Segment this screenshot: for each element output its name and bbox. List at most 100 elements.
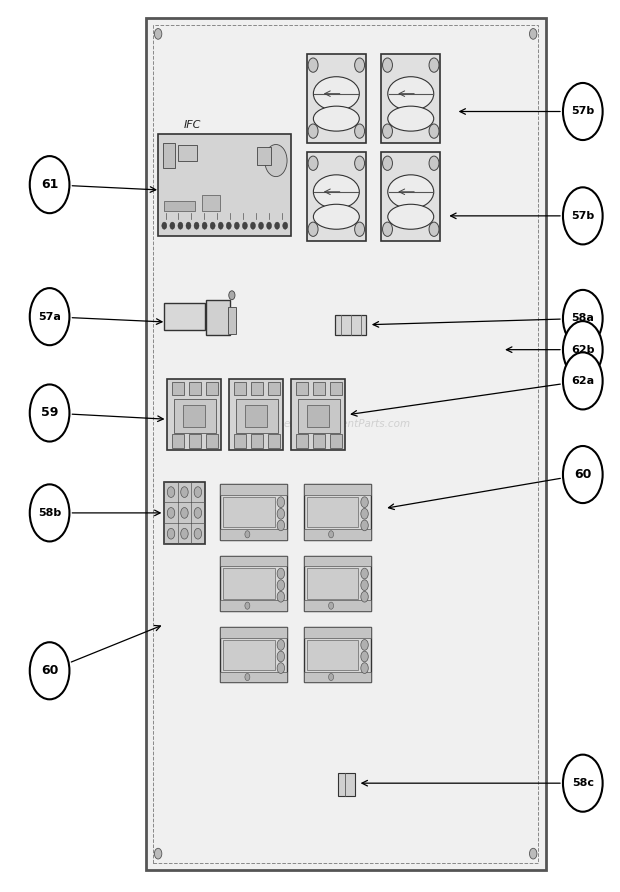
Circle shape bbox=[277, 580, 285, 591]
Circle shape bbox=[429, 156, 439, 170]
Bar bbox=[183, 405, 205, 427]
Circle shape bbox=[277, 497, 285, 508]
Circle shape bbox=[383, 124, 392, 138]
Bar bbox=[335, 315, 366, 334]
Bar bbox=[223, 497, 275, 527]
Ellipse shape bbox=[388, 106, 434, 131]
Circle shape bbox=[329, 673, 334, 681]
Circle shape bbox=[308, 124, 318, 138]
Bar bbox=[202, 195, 220, 211]
Circle shape bbox=[162, 222, 167, 229]
Text: 58c: 58c bbox=[572, 778, 594, 789]
Bar bbox=[223, 640, 275, 670]
Circle shape bbox=[429, 222, 439, 236]
Bar bbox=[313, 382, 325, 395]
Bar bbox=[304, 672, 371, 682]
Bar bbox=[229, 379, 283, 450]
Text: 57b: 57b bbox=[571, 106, 595, 117]
Circle shape bbox=[30, 642, 69, 699]
Circle shape bbox=[259, 222, 263, 229]
Circle shape bbox=[361, 497, 368, 508]
Text: IFC: IFC bbox=[184, 120, 201, 130]
Bar bbox=[304, 627, 371, 682]
Circle shape bbox=[329, 531, 334, 538]
Text: 57b: 57b bbox=[571, 211, 595, 221]
Circle shape bbox=[277, 568, 285, 579]
Bar bbox=[153, 25, 538, 863]
Ellipse shape bbox=[313, 77, 360, 111]
Bar bbox=[220, 600, 287, 611]
Circle shape bbox=[361, 591, 368, 602]
Circle shape bbox=[383, 58, 392, 72]
Bar bbox=[146, 18, 546, 870]
Circle shape bbox=[361, 520, 368, 531]
Bar bbox=[307, 54, 366, 143]
Circle shape bbox=[202, 222, 207, 229]
Circle shape bbox=[361, 508, 368, 519]
Circle shape bbox=[178, 222, 183, 229]
Circle shape bbox=[563, 290, 603, 347]
Text: 57a: 57a bbox=[38, 311, 61, 322]
Bar bbox=[304, 529, 371, 540]
Circle shape bbox=[563, 446, 603, 503]
Circle shape bbox=[361, 651, 368, 662]
Circle shape bbox=[245, 673, 250, 681]
Bar bbox=[220, 672, 287, 682]
Bar bbox=[206, 434, 218, 448]
Bar bbox=[330, 382, 342, 395]
Text: 62b: 62b bbox=[571, 344, 595, 355]
Bar bbox=[234, 382, 246, 395]
Text: 60: 60 bbox=[41, 665, 58, 677]
Bar bbox=[174, 399, 216, 433]
Circle shape bbox=[529, 29, 537, 39]
Bar bbox=[304, 556, 371, 611]
Circle shape bbox=[194, 487, 202, 498]
Circle shape bbox=[226, 222, 231, 229]
Bar bbox=[158, 134, 291, 236]
Circle shape bbox=[355, 58, 365, 72]
Bar bbox=[220, 529, 287, 540]
Circle shape bbox=[361, 568, 368, 579]
Text: 61: 61 bbox=[41, 178, 58, 191]
Bar bbox=[307, 152, 366, 241]
Text: 62a: 62a bbox=[571, 376, 595, 386]
Bar bbox=[220, 484, 287, 495]
Circle shape bbox=[186, 222, 191, 229]
Bar bbox=[251, 382, 263, 395]
Bar bbox=[167, 379, 221, 450]
Circle shape bbox=[277, 651, 285, 662]
Bar bbox=[304, 484, 371, 540]
Circle shape bbox=[361, 663, 368, 673]
Bar bbox=[304, 556, 371, 566]
Circle shape bbox=[167, 508, 175, 518]
Bar bbox=[223, 568, 275, 599]
Text: 58a: 58a bbox=[572, 313, 594, 324]
Ellipse shape bbox=[313, 175, 360, 209]
Circle shape bbox=[308, 222, 318, 236]
Circle shape bbox=[181, 508, 188, 518]
Circle shape bbox=[30, 288, 69, 345]
Bar bbox=[381, 152, 440, 241]
Bar bbox=[251, 434, 263, 448]
Circle shape bbox=[277, 663, 285, 673]
Circle shape bbox=[383, 156, 392, 170]
Circle shape bbox=[218, 222, 223, 229]
Bar bbox=[172, 434, 184, 448]
Bar bbox=[313, 434, 325, 448]
Bar bbox=[189, 382, 201, 395]
Bar bbox=[338, 773, 355, 796]
Ellipse shape bbox=[388, 204, 434, 229]
Circle shape bbox=[242, 222, 247, 229]
Bar bbox=[304, 600, 371, 611]
Circle shape bbox=[181, 528, 188, 539]
Text: 58b: 58b bbox=[38, 508, 61, 518]
Bar bbox=[206, 382, 218, 395]
Bar bbox=[304, 627, 371, 638]
Bar bbox=[307, 497, 358, 527]
Bar bbox=[164, 482, 205, 544]
Bar bbox=[296, 382, 308, 395]
Bar bbox=[206, 300, 230, 335]
Ellipse shape bbox=[313, 204, 360, 229]
Bar bbox=[291, 379, 345, 450]
Bar bbox=[220, 484, 287, 540]
